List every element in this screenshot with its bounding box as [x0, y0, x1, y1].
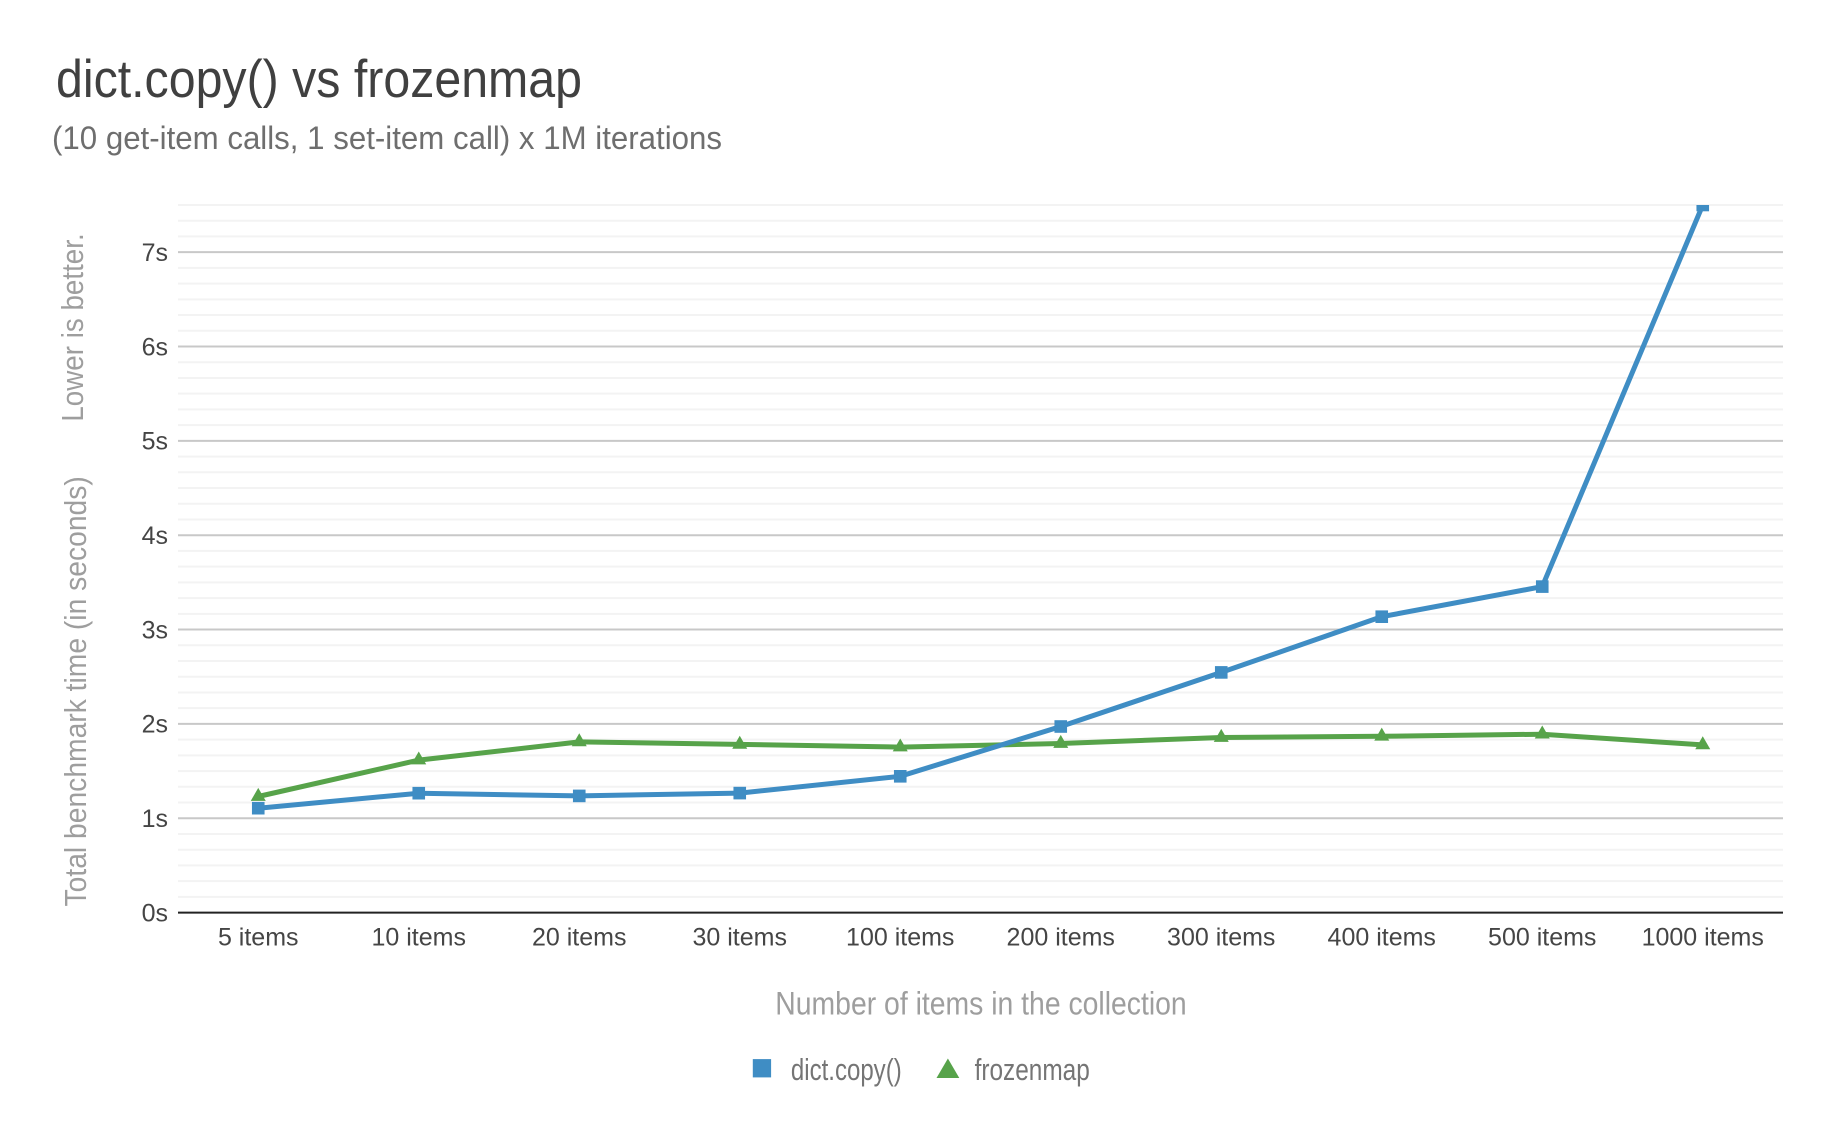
- svg-text:10 items: 10 items: [372, 923, 466, 951]
- svg-text:Lower is better.: Lower is better.: [55, 233, 90, 421]
- svg-text:3s: 3s: [142, 616, 168, 644]
- svg-text:5 items: 5 items: [218, 923, 299, 951]
- svg-text:5s: 5s: [142, 428, 168, 456]
- svg-text:6s: 6s: [142, 333, 168, 361]
- svg-text:2s: 2s: [142, 711, 168, 739]
- svg-text:300 items: 300 items: [1167, 923, 1275, 951]
- svg-text:500 items: 500 items: [1488, 923, 1596, 951]
- svg-text:100 items: 100 items: [846, 923, 954, 951]
- svg-text:400 items: 400 items: [1328, 923, 1436, 951]
- svg-text:0s: 0s: [142, 899, 168, 927]
- svg-text:1s: 1s: [142, 805, 168, 833]
- svg-text:dict.copy() vs frozenmap: dict.copy() vs frozenmap: [56, 50, 582, 109]
- svg-text:(10 get-item calls, 1 set-item: (10 get-item calls, 1 set-item call) x 1…: [52, 120, 722, 156]
- svg-text:20 items: 20 items: [532, 923, 626, 951]
- svg-text:4s: 4s: [142, 522, 168, 550]
- svg-text:7s: 7s: [142, 239, 168, 267]
- svg-text:30 items: 30 items: [693, 923, 787, 951]
- svg-text:1000 items: 1000 items: [1642, 923, 1764, 951]
- svg-text:Number of items in the collect: Number of items in the collection: [775, 985, 1186, 1021]
- svg-text:dict.copy(): dict.copy(): [791, 1052, 902, 1087]
- svg-text:Total benchmark time (in secon: Total benchmark time (in seconds): [58, 476, 93, 906]
- svg-text:200 items: 200 items: [1007, 923, 1115, 951]
- svg-text:frozenmap: frozenmap: [975, 1052, 1090, 1087]
